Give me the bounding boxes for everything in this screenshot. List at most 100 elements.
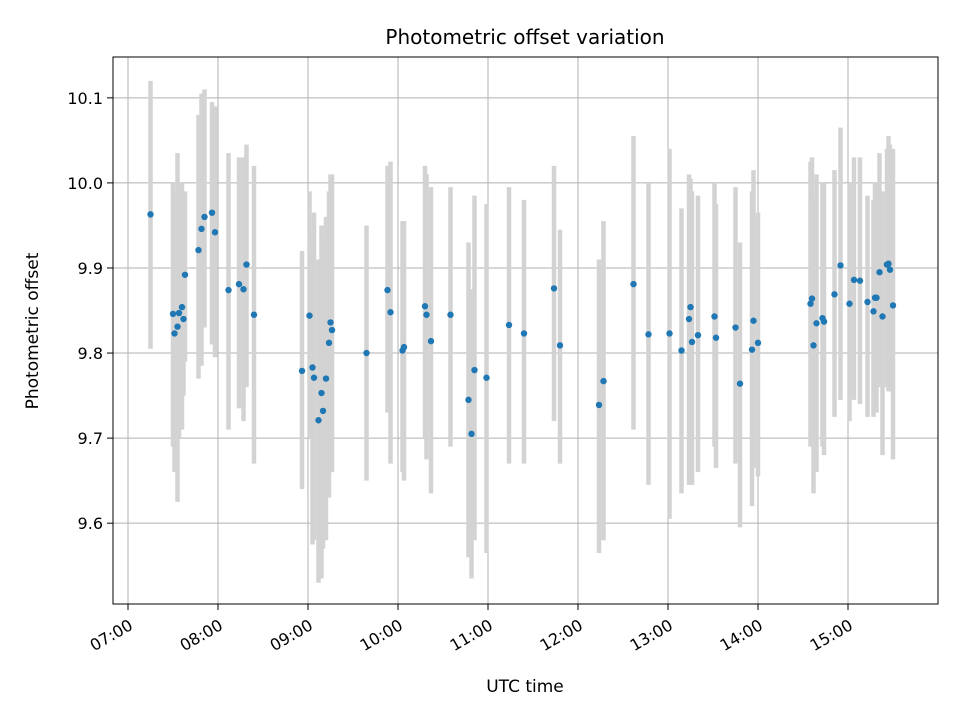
data-point: [180, 315, 187, 323]
data-point: [856, 277, 864, 284]
x-axis-ticks: 07:00 08:00 09:00 10:00 11:00 12:00 13:00 14:00…: [87, 604, 856, 655]
data-point: [421, 303, 429, 310]
data-point: [889, 302, 897, 309]
data-point: [169, 310, 177, 318]
data-point: [886, 266, 894, 273]
data-point: [309, 364, 316, 371]
x-axis-label: UTC time: [486, 677, 564, 697]
chart-title: Photometric offset variation: [385, 25, 664, 49]
y-tick-label: 9.8: [78, 344, 103, 363]
data-point: [310, 374, 318, 381]
data-point: [813, 320, 820, 327]
data-point: [427, 337, 435, 345]
data-point: [174, 323, 181, 330]
data-point: [711, 313, 718, 320]
data-point: [471, 366, 478, 374]
data-point: [322, 375, 330, 382]
data-point: [808, 295, 816, 302]
x-tick-label: 07:00: [87, 615, 136, 655]
y-tick-label: 10.1: [67, 89, 103, 108]
data-point: [876, 269, 883, 276]
data-point: [870, 308, 877, 315]
data-point: [712, 334, 720, 341]
data-point: [175, 309, 183, 317]
data-points: [147, 209, 897, 438]
data-point: [211, 229, 219, 236]
data-point: [387, 309, 394, 316]
y-axis-ticks: 9.6 9.7 9.8 9.9 10.0 10.1: [67, 89, 113, 533]
data-point: [315, 417, 322, 424]
data-point: [384, 286, 391, 294]
data-point: [630, 280, 637, 288]
data-point: [328, 326, 336, 334]
data-point: [363, 349, 370, 357]
data-point: [423, 311, 430, 318]
data-point: [198, 225, 205, 233]
data-point: [820, 318, 828, 325]
data-point: [468, 430, 475, 438]
x-tick-label: 08:00: [177, 615, 226, 655]
data-point: [837, 262, 844, 269]
y-tick-label: 9.9: [78, 259, 103, 278]
data-point: [687, 303, 694, 311]
x-tick-label: 14:00: [717, 615, 766, 655]
data-point: [688, 338, 696, 346]
data-point: [754, 339, 762, 347]
y-tick-label: 9.6: [78, 514, 103, 533]
data-point: [483, 374, 490, 381]
data-point: [750, 317, 757, 324]
data-point: [595, 401, 603, 409]
data-point: [319, 407, 327, 415]
data-point: [400, 343, 408, 351]
data-point: [732, 324, 739, 331]
data-point: [298, 367, 306, 375]
x-tick-label: 12:00: [537, 615, 586, 655]
data-point: [556, 342, 564, 349]
data-point: [465, 396, 472, 404]
data-point: [318, 389, 325, 397]
x-tick-label: 13:00: [627, 615, 676, 655]
data-point: [447, 311, 454, 318]
data-point: [195, 246, 202, 254]
x-tick-label: 10:00: [357, 615, 406, 655]
data-point: [225, 286, 232, 294]
data-point: [181, 271, 189, 278]
x-tick-label: 11:00: [447, 615, 496, 655]
data-point: [306, 312, 313, 319]
data-point: [208, 209, 216, 216]
data-point: [885, 260, 892, 267]
data-point: [171, 330, 178, 337]
data-point: [250, 311, 258, 318]
plot-frame: [112, 56, 939, 605]
data-point: [520, 330, 528, 337]
x-tick-label: 15:00: [807, 615, 856, 655]
data-point: [550, 285, 558, 292]
data-point: [201, 213, 208, 221]
y-axis-label: Photometric offset: [23, 252, 43, 409]
data-point: [846, 300, 853, 307]
data-point: [850, 276, 858, 284]
data-point: [235, 280, 243, 288]
data-point: [678, 347, 685, 354]
y-tick-label: 10.0: [67, 174, 103, 193]
data-point: [325, 339, 333, 347]
data-point: [879, 313, 886, 320]
data-point: [243, 261, 250, 268]
data-point: [864, 298, 871, 306]
data-point: [645, 331, 652, 338]
x-tick-label: 09:00: [267, 615, 316, 655]
data-point: [873, 294, 880, 301]
data-point: [694, 331, 702, 339]
data-point: [327, 319, 334, 326]
data-point: [685, 315, 693, 323]
data-point: [178, 303, 186, 311]
data-point: [666, 330, 673, 337]
data-point: [736, 380, 744, 387]
data-point: [147, 211, 154, 218]
data-point: [807, 300, 814, 307]
data-point: [810, 342, 817, 349]
data-point: [600, 377, 607, 385]
data-point: [505, 321, 513, 329]
data-point: [748, 346, 756, 353]
